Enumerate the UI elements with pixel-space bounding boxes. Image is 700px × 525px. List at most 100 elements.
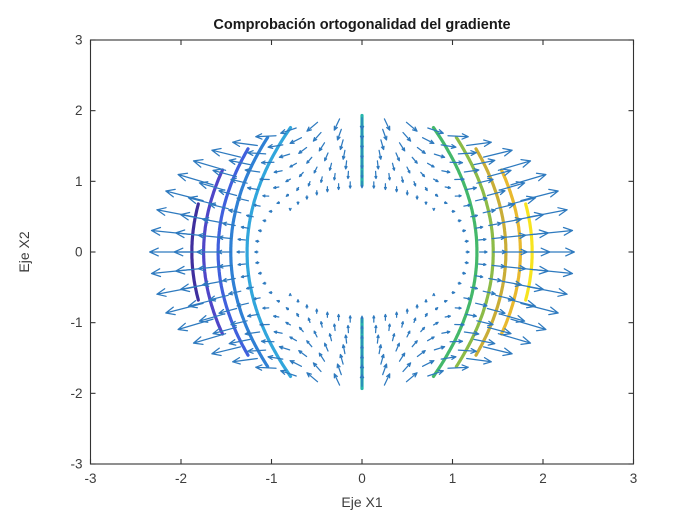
gradient-arrow [401, 176, 405, 184]
gradient-arrow [441, 330, 451, 334]
gradient-arrow [380, 353, 385, 365]
y-tick-label: 2 [75, 103, 83, 118]
gradient-arrow [285, 307, 290, 311]
gradient-arrow [177, 172, 214, 186]
gradient-arrow [312, 131, 322, 142]
gradient-arrow [482, 346, 513, 357]
gradient-arrow [267, 143, 284, 150]
gradient-arrow [306, 340, 313, 348]
gradient-arrow [421, 359, 435, 367]
gradient-arrow [259, 322, 270, 327]
gradient-arrow [325, 311, 329, 318]
gradient-arrow [461, 271, 467, 275]
gradient-arrow [360, 334, 364, 345]
gradient-arrow [477, 262, 487, 267]
gradient-arrow [451, 209, 456, 213]
gradient-arrow [420, 326, 426, 333]
gradient-arrow [222, 221, 236, 227]
gradient-arrow [333, 373, 341, 386]
gradient-arrow [212, 326, 238, 336]
gradient-arrow [245, 214, 254, 218]
gradient-arrow [165, 188, 204, 202]
gradient-arrow [398, 142, 406, 152]
gradient-arrow [474, 275, 484, 279]
gradient-arrow [477, 237, 487, 242]
gradient-arrow [424, 299, 428, 303]
gradient-arrow [434, 307, 439, 311]
gradient-arrow [360, 159, 364, 170]
gradient-arrow [262, 194, 270, 198]
gradient-arrow [374, 170, 378, 180]
gradient-arrow [306, 372, 319, 383]
gradient-arrow [307, 317, 311, 324]
gradient-arrow [372, 181, 376, 189]
gradient-arrow [156, 207, 197, 218]
gradient-arrow [237, 237, 247, 242]
gradient-arrow [360, 148, 364, 160]
gradient-arrow [285, 178, 292, 183]
gradient-arrow [465, 313, 478, 318]
gradient-arrow [280, 369, 297, 377]
gradient-arrow [288, 292, 292, 297]
gradient-arrow [232, 139, 258, 148]
gradient-arrow [247, 150, 267, 157]
gradient-arrow [470, 286, 479, 290]
gradient-arrow [405, 308, 409, 314]
gradient-arrow [255, 261, 260, 265]
gradient-arrow [298, 326, 304, 333]
gradient-arrow [333, 118, 341, 131]
y-tick-label: 3 [75, 33, 83, 48]
gradient-arrow [482, 147, 513, 158]
gradient-arrow [433, 345, 446, 351]
gradient-arrow [492, 249, 507, 255]
gradient-arrow [434, 193, 439, 197]
gradient-arrow [463, 330, 480, 336]
x-tick-label: -1 [265, 471, 277, 486]
gradient-arrow [457, 219, 462, 223]
gradient-arrow [344, 334, 348, 344]
gradient-arrow [165, 302, 204, 316]
gradient-arrow [474, 196, 488, 202]
y-tick-label: -3 [70, 457, 82, 472]
x-tick-label: 1 [449, 471, 457, 486]
gradient-arrow [212, 168, 238, 178]
gradient-arrow [272, 314, 280, 318]
gradient-arrow [402, 362, 412, 373]
gradient-arrow [432, 178, 439, 183]
gradient-arrow [339, 353, 344, 365]
gradient-arrow [247, 347, 267, 354]
gradient-arrow [387, 323, 392, 332]
gradient-arrow [315, 308, 319, 314]
gradient-arrow [527, 286, 568, 297]
gradient-arrow [473, 158, 496, 166]
gradient-arrow [406, 166, 411, 174]
gradient-arrow [272, 186, 280, 190]
gradient-arrow [395, 186, 399, 193]
gradient-arrow [406, 330, 411, 338]
gradient-arrow [461, 229, 467, 233]
gradient-arrow [531, 226, 574, 236]
gradient-arrow [312, 362, 322, 373]
gradient-arrow [360, 138, 364, 150]
gradient-arrow [427, 127, 444, 135]
gradient-arrow [268, 209, 273, 213]
gradient-arrow [510, 172, 547, 186]
gradient-arrow [432, 321, 439, 326]
gradient-arrow [211, 346, 242, 357]
gradient-arrow [253, 297, 261, 301]
gradient-arrow [222, 277, 236, 283]
y-tick-label: 0 [75, 245, 83, 260]
gradient-arrow [324, 152, 329, 162]
gradient-arrow [383, 118, 391, 131]
gradient-arrow [415, 195, 419, 200]
gradient-arrow [305, 304, 309, 309]
gradient-arrow [260, 160, 275, 165]
gradient-arrow [383, 183, 387, 191]
gradient-arrow [395, 311, 399, 318]
gradient-arrow [288, 207, 292, 212]
gradient-arrow [387, 172, 392, 181]
gradient-arrow [488, 277, 502, 283]
gradient-arrow [413, 180, 417, 187]
gradient-arrow [360, 354, 364, 366]
